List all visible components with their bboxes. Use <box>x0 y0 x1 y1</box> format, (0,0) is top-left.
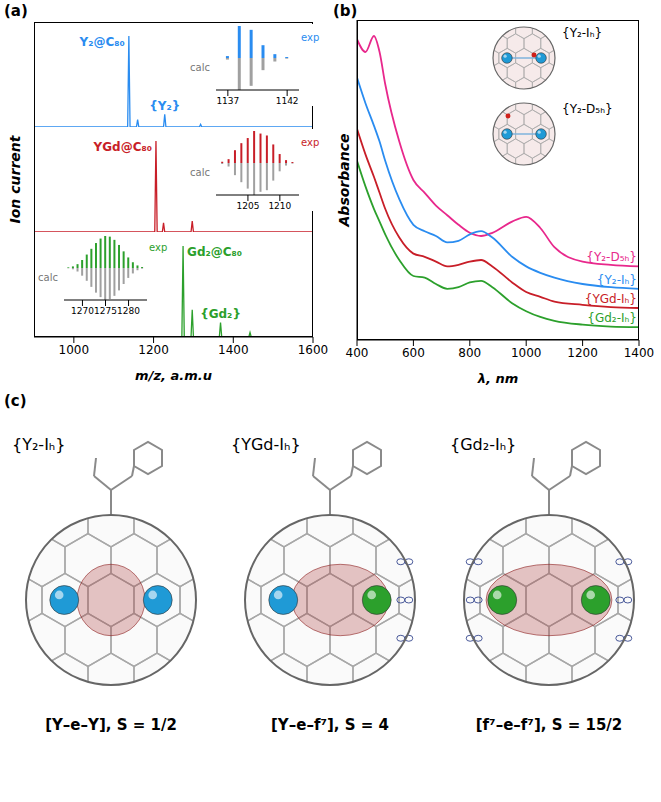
svg-text:{YGd-Iₕ}: {YGd-Iₕ} <box>585 292 637 306</box>
html-text:calc: calc <box>38 272 58 283</box>
svg-text:{Gd₂}: {Gd₂} <box>200 307 241 321</box>
svg-text:Y₂@C₈₀: Y₂@C₈₀ <box>79 35 125 49</box>
svg-text:{Gd₂-Iₕ}: {Gd₂-Iₕ} <box>587 311 637 325</box>
svg-text:m/z, a.m.u: m/z, a.m.u <box>135 368 212 382</box>
svg-text:YGd@C₈₀: YGd@C₈₀ <box>93 140 152 154</box>
svg-text:Ion current: Ion current <box>7 134 23 223</box>
svg-text:[Y–e–f⁷], S = 4: [Y–e–f⁷], S = 4 <box>271 716 389 734</box>
html-text:exp: exp <box>301 137 320 148</box>
html-text:exp: exp <box>301 32 320 43</box>
html-text:{Y₂-D₅ₕ}: {Y₂-D₅ₕ} <box>562 102 613 116</box>
svg-text:Gd₂@C₈₀: Gd₂@C₈₀ <box>187 245 242 259</box>
html-text:exp: exp <box>149 242 168 253</box>
svg-text:1200: 1200 <box>567 346 598 360</box>
svg-text:{Gd₂-Iₕ}: {Gd₂-Iₕ} <box>450 435 516 454</box>
svg-text:1270: 1270 <box>71 306 94 316</box>
svg-text:1205: 1205 <box>236 201 259 211</box>
svg-text:1142: 1142 <box>276 96 299 106</box>
svg-text:1200: 1200 <box>138 343 169 357</box>
svg-text:1600: 1600 <box>298 343 329 357</box>
svg-text:1400: 1400 <box>624 346 655 360</box>
svg-text:1210: 1210 <box>268 201 291 211</box>
html-text:calc: calc <box>190 62 210 73</box>
svg-text:1137: 1137 <box>216 96 239 106</box>
html-text:(c): (c) <box>4 392 27 410</box>
svg-text:{Y₂-Iₕ}: {Y₂-Iₕ} <box>12 435 66 454</box>
svg-text:{YGd-Iₕ}: {YGd-Iₕ} <box>231 435 301 454</box>
svg-text:λ, nm: λ, nm <box>477 371 519 385</box>
svg-text:400: 400 <box>346 346 369 360</box>
html-text:(b): (b) <box>333 2 358 20</box>
svg-text:1000: 1000 <box>511 346 542 360</box>
svg-text:1280: 1280 <box>117 306 140 316</box>
svg-text:Absorbance: Absorbance <box>336 134 352 228</box>
svg-text:1000: 1000 <box>59 343 90 357</box>
svg-text:[f⁷–e–f⁷], S = 15/2: [f⁷–e–f⁷], S = 15/2 <box>476 716 623 734</box>
svg-text:{Y₂-Iₕ}: {Y₂-Iₕ} <box>597 273 637 287</box>
svg-text:{Y₂-D₅ₕ}: {Y₂-D₅ₕ} <box>586 250 637 264</box>
svg-text:1400: 1400 <box>218 343 249 357</box>
svg-text:600: 600 <box>402 346 425 360</box>
html-text:{Y₂-Iₕ}: {Y₂-Iₕ} <box>562 26 603 40</box>
svg-text:[Y–e–Y], S = 1/2: [Y–e–Y], S = 1/2 <box>45 716 177 734</box>
html-text:calc: calc <box>190 167 210 178</box>
svg-text:1275: 1275 <box>94 306 117 316</box>
svg-text:800: 800 <box>458 346 481 360</box>
html-text:(a): (a) <box>4 2 28 20</box>
svg-text:{Y₂}: {Y₂} <box>149 99 180 113</box>
